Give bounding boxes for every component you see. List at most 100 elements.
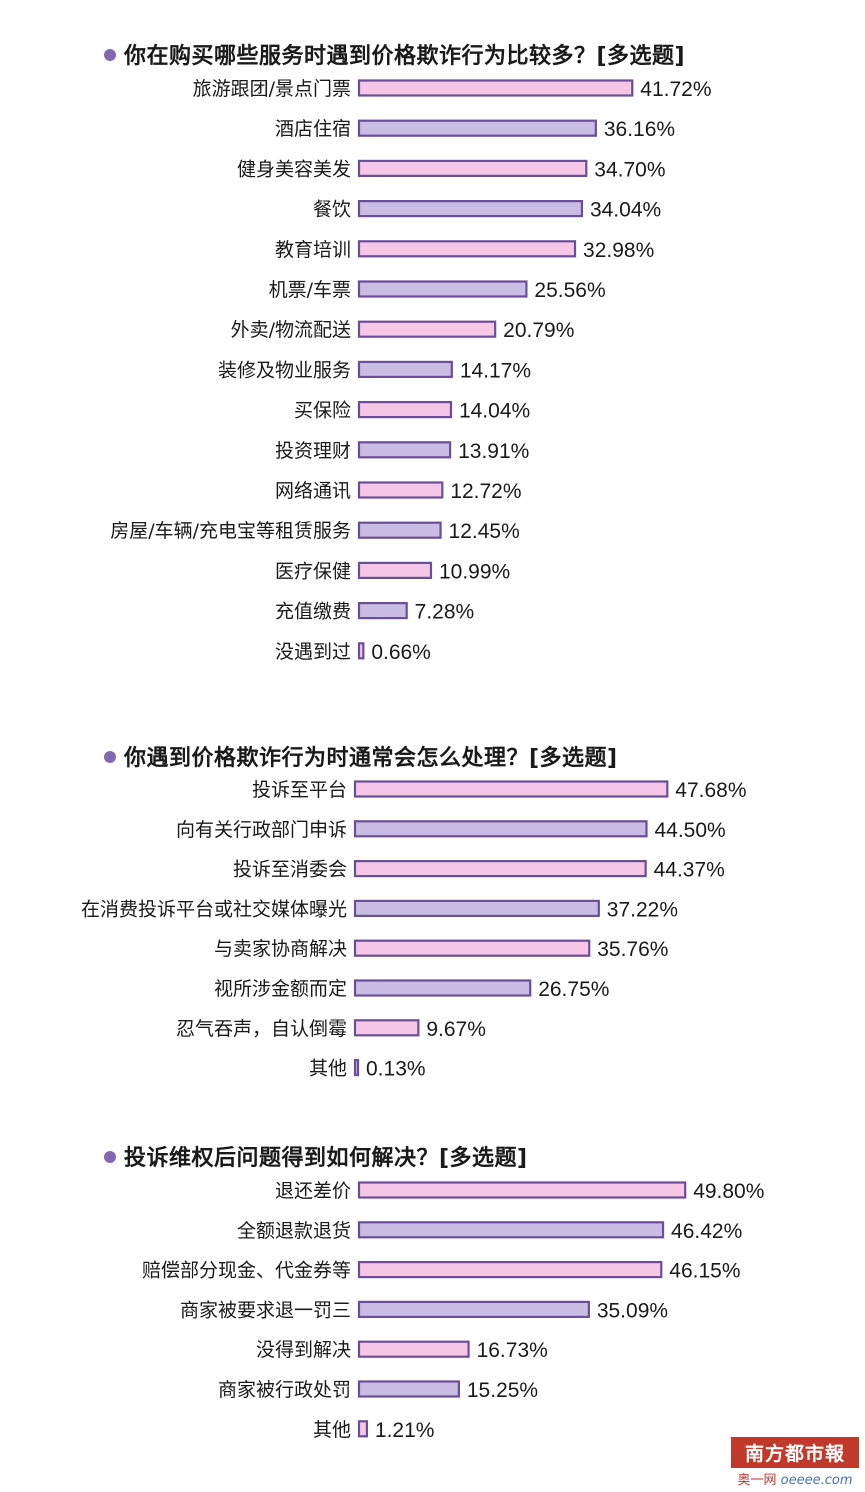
bar <box>357 401 453 419</box>
bar <box>353 1059 360 1077</box>
category-label: 投资理财 <box>275 440 351 462</box>
value-label: 32.98% <box>583 239 654 262</box>
value-label: 12.72% <box>450 480 521 503</box>
bar <box>357 79 634 97</box>
chart3-title: 投诉维权后问题得到如何解决？[多选题] <box>104 1140 528 1172</box>
category-label: 在消费投诉平台或社交媒体曝光 <box>81 898 347 920</box>
bar <box>357 1420 369 1438</box>
bar <box>357 642 365 660</box>
watermark-logo: 南方都市報 奥一网 oeeee.com <box>731 1437 859 1488</box>
chart1-title: 你在购买哪些服务时遇到价格欺诈行为比较多？[多选题] <box>104 38 685 70</box>
bar <box>357 481 444 499</box>
value-label: 36.16% <box>604 118 675 141</box>
bar <box>357 360 453 378</box>
bar <box>353 780 669 798</box>
category-label: 没得到解决 <box>256 1339 351 1361</box>
chart1-bar-chart: 旅游跟团/景点门票 41.72% 酒店住宿 36.16% 健身美容美发 34.70% 餐饮 3… <box>110 78 711 664</box>
value-label: 0.13% <box>366 1058 426 1081</box>
chart3-bar-chart: 退还差价 49.80% 全额退款退货 46.42% 赔偿部分现金、代金券等 46.15% 商… <box>142 1180 764 1442</box>
value-label: 37.22% <box>607 898 678 921</box>
category-label: 买保险 <box>294 400 351 422</box>
value-label: 44.50% <box>654 819 725 842</box>
category-label: 商家被要求退一罚三 <box>180 1299 351 1321</box>
value-label: 35.76% <box>597 938 668 961</box>
value-label: 49.80% <box>693 1180 764 1203</box>
bar <box>357 601 408 620</box>
value-label: 9.67% <box>426 1018 486 1041</box>
bar <box>357 521 442 539</box>
bar <box>357 159 588 178</box>
bar <box>357 320 497 338</box>
value-label: 34.04% <box>590 199 661 222</box>
value-label: 16.73% <box>477 1339 548 1362</box>
category-label: 教育培训 <box>275 239 351 261</box>
watermark-site-en: oeeee <box>780 1473 821 1488</box>
value-label: 34.70% <box>594 158 665 181</box>
bar <box>353 1019 420 1037</box>
category-label: 商家被行政处罚 <box>218 1379 351 1401</box>
bar <box>357 240 577 258</box>
category-label: 赔偿部分现金、代金券等 <box>142 1260 351 1282</box>
value-label: 20.79% <box>503 319 574 342</box>
category-label: 房屋/车辆/充电宝等租赁服务 <box>110 520 351 542</box>
bullet-dot-icon <box>104 49 116 61</box>
bar <box>357 1221 665 1239</box>
value-label: 7.28% <box>415 601 475 624</box>
watermark-brand: 南方都市報 <box>731 1437 859 1468</box>
value-label: 44.37% <box>654 859 725 882</box>
watermark-site-suffix: .com <box>820 1473 853 1488</box>
bullet-dot-icon <box>104 1151 116 1163</box>
value-label: 46.42% <box>671 1220 742 1243</box>
value-label: 1.21% <box>375 1419 435 1442</box>
value-label: 10.99% <box>439 560 510 583</box>
bar <box>357 1260 663 1279</box>
category-label: 旅游跟团/景点门票 <box>193 78 351 100</box>
category-label: 全额退款退货 <box>237 1220 351 1242</box>
value-label: 12.45% <box>449 520 520 543</box>
bar <box>353 859 647 878</box>
watermark-site-cn: 奥一网 <box>737 1473 777 1488</box>
category-label: 机票/车票 <box>269 279 351 301</box>
category-label: 网络通讯 <box>275 480 351 502</box>
category-label: 与卖家协商解决 <box>214 938 347 960</box>
bar <box>353 979 532 997</box>
category-label: 退还差价 <box>275 1180 351 1202</box>
chart1-title-text: 你在购买哪些服务时遇到价格欺诈行为比较多？[多选题] <box>124 44 686 69</box>
bar <box>357 199 584 218</box>
category-label: 外卖/物流配送 <box>231 319 351 341</box>
value-label: 46.15% <box>669 1260 740 1283</box>
bar <box>357 1380 460 1398</box>
bar <box>357 1340 470 1358</box>
category-label: 向有关行政部门申诉 <box>176 819 347 841</box>
chart2-bar-chart: 投诉至平台 47.68% 向有关行政部门申诉 44.50% 投诉至消委会 44.37% 在消… <box>81 779 747 1081</box>
category-label: 充值缴费 <box>275 601 351 623</box>
category-label: 投诉至消委会 <box>233 859 347 881</box>
category-label: 医疗保健 <box>275 560 351 582</box>
value-label: 0.66% <box>371 641 431 664</box>
chart3-title-text: 投诉维权后问题得到如何解决？[多选题] <box>124 1146 528 1171</box>
category-label: 其他 <box>313 1419 351 1441</box>
category-label: 没遇到过 <box>275 641 351 663</box>
category-label: 忍气吞声，自认倒霉 <box>176 1018 347 1040</box>
value-label: 47.68% <box>675 779 746 802</box>
chart2-title-text: 你遇到价格欺诈行为时通常会怎么处理？[多选题] <box>124 746 618 771</box>
bar <box>357 119 597 137</box>
value-label: 25.56% <box>534 279 605 302</box>
category-label: 投诉至平台 <box>252 779 347 801</box>
bar <box>357 1181 687 1199</box>
bar <box>353 820 648 838</box>
bar <box>357 441 452 459</box>
category-label: 其他 <box>309 1058 347 1080</box>
category-label: 餐饮 <box>313 199 351 221</box>
bar <box>357 280 528 298</box>
value-label: 14.17% <box>460 359 531 382</box>
bar <box>353 899 600 917</box>
value-label: 14.04% <box>459 400 530 423</box>
category-label: 健身美容美发 <box>237 158 351 180</box>
bar <box>357 1300 590 1318</box>
value-label: 41.72% <box>640 78 711 101</box>
value-label: 35.09% <box>597 1299 668 1322</box>
value-label: 26.75% <box>538 978 609 1001</box>
value-label: 13.91% <box>458 440 529 463</box>
value-label: 15.25% <box>467 1379 538 1402</box>
